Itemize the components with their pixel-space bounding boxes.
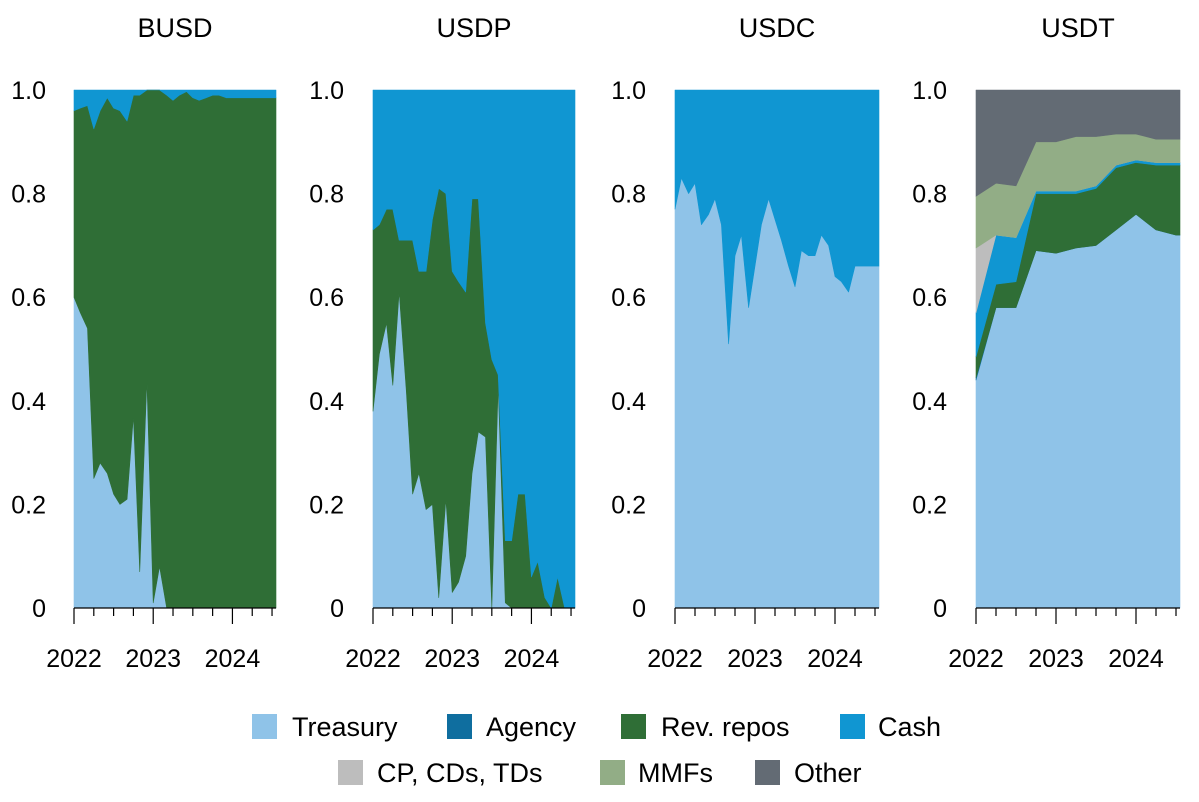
panel-title-busd: BUSD bbox=[137, 13, 212, 43]
x-tick-label: 2023 bbox=[727, 645, 783, 673]
x-tick-label: 2022 bbox=[345, 645, 401, 673]
area-usdt-other bbox=[975, 89, 1181, 197]
y-tick-label: 0.8 bbox=[912, 181, 947, 209]
y-tick-label: 0.2 bbox=[309, 491, 344, 519]
y-tick-label: 0 bbox=[933, 595, 947, 623]
x-tick-label: 2024 bbox=[807, 645, 863, 673]
y-tick-label: 0 bbox=[32, 595, 46, 623]
panel-title-usdt: USDT bbox=[1041, 13, 1115, 43]
legend-label-other: Other bbox=[794, 758, 862, 788]
legend-label-treasury: Treasury bbox=[292, 712, 398, 742]
legend-swatch-other bbox=[755, 760, 780, 785]
legend-label-cp-cds-tds: CP, CDs, TDs bbox=[377, 758, 543, 788]
y-tick-label: 0.6 bbox=[11, 284, 46, 312]
y-tick-label: 1.0 bbox=[309, 77, 344, 105]
x-tick-label: 2024 bbox=[504, 645, 560, 673]
legend-swatch-agency bbox=[447, 714, 472, 739]
x-tick-label: 2023 bbox=[424, 645, 480, 673]
x-tick-label: 2022 bbox=[46, 645, 102, 673]
y-tick-label: 1.0 bbox=[912, 77, 947, 105]
x-tick-label: 2024 bbox=[205, 645, 261, 673]
y-tick-label: 0 bbox=[330, 595, 344, 623]
x-tick-label: 2022 bbox=[647, 645, 703, 673]
y-tick-label: 0.4 bbox=[611, 388, 646, 416]
y-tick-label: 0.8 bbox=[309, 181, 344, 209]
y-tick-label: 0.6 bbox=[611, 284, 646, 312]
y-tick-label: 0 bbox=[632, 595, 646, 623]
legend-swatch-cp-cds-tds bbox=[338, 760, 363, 785]
y-tick-label: 0.8 bbox=[11, 181, 46, 209]
y-tick-label: 1.0 bbox=[11, 77, 46, 105]
y-tick-label: 0.4 bbox=[912, 388, 947, 416]
y-tick-label: 0.2 bbox=[11, 491, 46, 519]
x-tick-label: 2023 bbox=[1028, 645, 1084, 673]
legend-label-rev-repos: Rev. repos bbox=[661, 712, 790, 742]
y-tick-label: 0.4 bbox=[309, 388, 344, 416]
y-tick-label: 0.6 bbox=[309, 284, 344, 312]
panel-title-usdc: USDC bbox=[739, 13, 816, 43]
y-tick-label: 0.2 bbox=[611, 491, 646, 519]
legend-swatch-treasury bbox=[252, 714, 277, 739]
y-tick-label: 0.8 bbox=[611, 181, 646, 209]
x-tick-label: 2023 bbox=[125, 645, 181, 673]
area-usdc-cash bbox=[674, 89, 880, 345]
legend-swatch-cash bbox=[840, 714, 865, 739]
area-busd-cash bbox=[73, 89, 277, 130]
x-tick-label: 2024 bbox=[1108, 645, 1164, 673]
panel-title-usdp: USDP bbox=[436, 13, 511, 43]
legend-swatch-rev-repos bbox=[621, 714, 646, 739]
x-tick-label: 2022 bbox=[948, 645, 1004, 673]
legend-label-cash: Cash bbox=[878, 712, 941, 742]
y-tick-label: 0.4 bbox=[11, 388, 46, 416]
legend-label-mmfs: MMFs bbox=[638, 758, 713, 788]
y-tick-label: 0.6 bbox=[912, 284, 947, 312]
y-tick-label: 1.0 bbox=[611, 77, 646, 105]
y-tick-label: 0.2 bbox=[912, 491, 947, 519]
legend-label-agency: Agency bbox=[486, 712, 577, 742]
legend-swatch-mmfs bbox=[600, 760, 625, 785]
